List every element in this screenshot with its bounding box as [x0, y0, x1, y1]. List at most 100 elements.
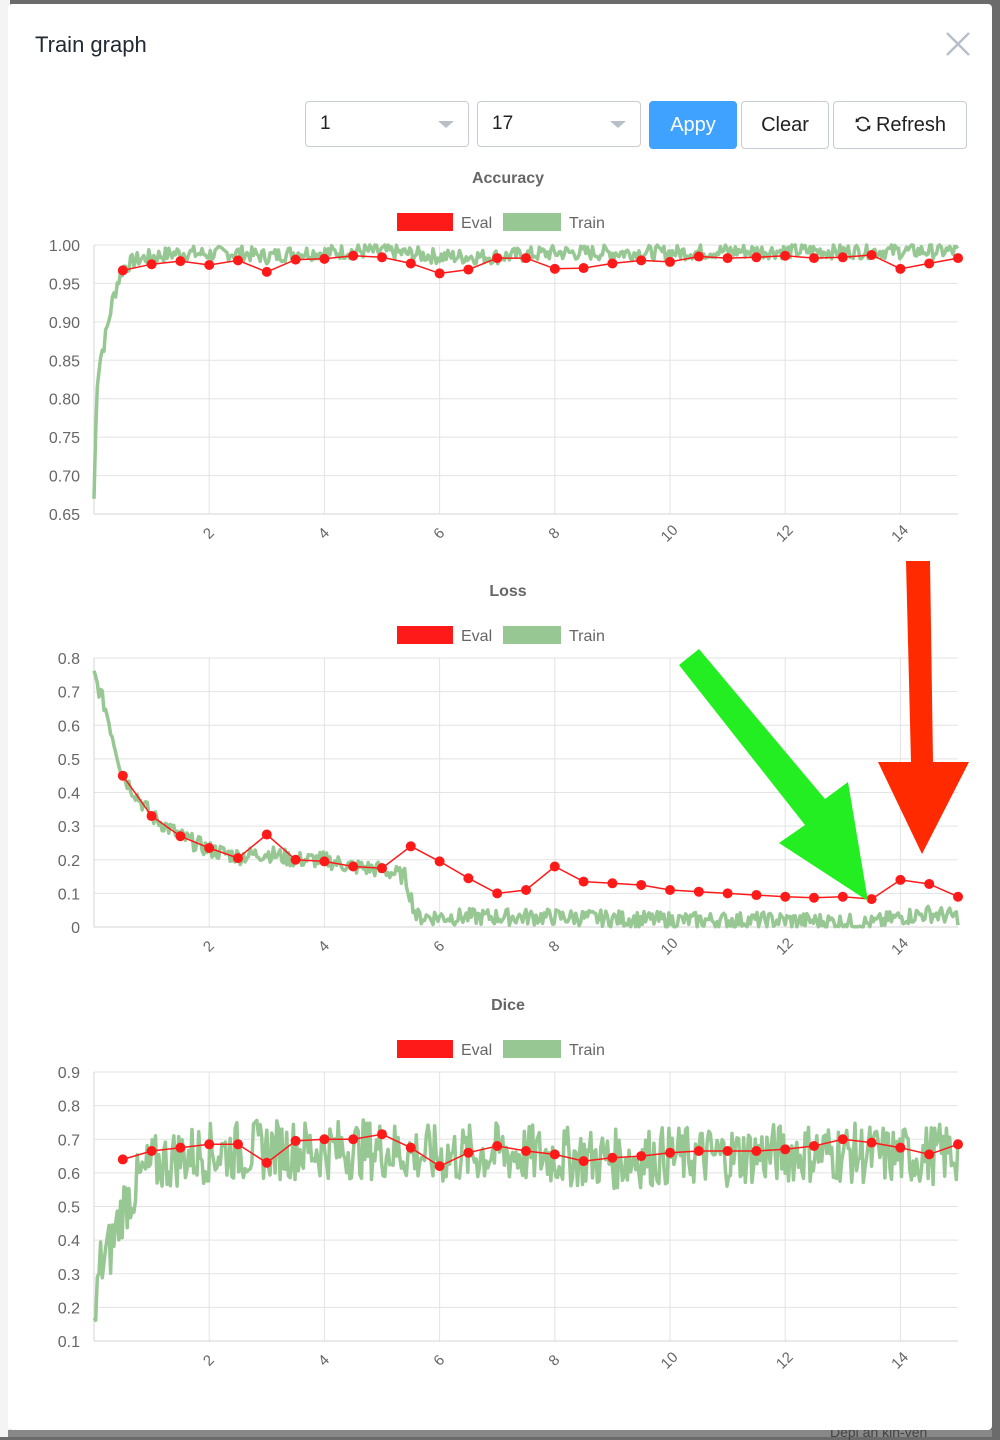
- eval-point: [636, 879, 647, 890]
- eval-point: [780, 250, 791, 261]
- background-page-edge: [0, 0, 10, 1437]
- eval-point: [578, 263, 589, 274]
- eval-point: [693, 251, 704, 262]
- eval-point: [290, 254, 301, 265]
- eval-point: [751, 1146, 762, 1157]
- eval-point: [780, 1144, 791, 1155]
- legend-train-label: Train: [569, 1042, 605, 1059]
- toolbar: 1 17 Appy Clear Refresh: [8, 101, 992, 151]
- apply-button[interactable]: Appy: [649, 101, 737, 149]
- eval-point: [866, 894, 877, 905]
- y-tick-label: 0.70: [49, 469, 80, 486]
- y-tick-label: 0.8: [58, 651, 80, 668]
- clear-button[interactable]: Clear: [741, 101, 829, 149]
- eval-point: [780, 891, 791, 902]
- epoch-from-select[interactable]: 1: [305, 101, 469, 147]
- eval-point: [549, 861, 560, 872]
- eval-point: [117, 1154, 128, 1165]
- eval-point: [578, 876, 589, 887]
- eval-point: [146, 811, 157, 822]
- modal-title: Train graph: [35, 32, 147, 57]
- y-tick-label: 0.8: [58, 1099, 80, 1116]
- close-icon[interactable]: [944, 30, 972, 58]
- background-strip: [8, 1430, 992, 1437]
- eval-point: [434, 268, 445, 279]
- legend-eval-label: Eval: [461, 215, 492, 232]
- eval-point: [693, 886, 704, 897]
- y-tick-label: 0: [71, 920, 80, 937]
- x-tick-label: 14: [888, 935, 912, 959]
- eval-point: [261, 1157, 272, 1168]
- x-tick-label: 14: [888, 1349, 912, 1373]
- train-graph-modal: Train graph 1 17 Appy Clear Refresh Accu…: [8, 4, 992, 1430]
- eval-point: [434, 856, 445, 867]
- eval-point: [866, 1137, 877, 1148]
- legend-eval-swatch: [397, 1040, 453, 1058]
- eval-point: [636, 255, 647, 266]
- eval-point: [233, 255, 243, 266]
- eval-point: [953, 1139, 963, 1150]
- chart-title: Accuracy: [472, 170, 544, 187]
- x-tick-label: 4: [315, 938, 333, 956]
- eval-point: [146, 259, 157, 270]
- eval-point: [146, 1146, 157, 1157]
- eval-point: [953, 891, 963, 902]
- y-tick-label: 0.1: [58, 1334, 80, 1351]
- eval-point: [521, 1146, 531, 1157]
- eval-point: [665, 256, 675, 267]
- eval-point: [722, 888, 733, 899]
- y-tick-label: 0.5: [58, 1200, 80, 1217]
- eval-point: [175, 256, 186, 267]
- eval-point: [405, 258, 416, 269]
- eval-point: [117, 265, 128, 276]
- y-tick-label: 0.95: [49, 276, 80, 293]
- epoch-to-select[interactable]: 17: [477, 101, 641, 147]
- loss-chart: Loss Eval Train 0.8 0.7 0.6 0.5 0.4 0.3 0.2 0.1 0 2 4…: [58, 583, 963, 959]
- eval-point: [924, 878, 935, 889]
- eval-point: [607, 258, 618, 269]
- accuracy-chart: Accuracy Eval Train 1.00 0.95 0.90 0.85 0.80 0.7…: [49, 170, 963, 546]
- eval-point: [607, 878, 618, 889]
- eval-point: [837, 891, 848, 902]
- eval-point: [261, 829, 272, 840]
- eval-point: [117, 770, 128, 781]
- x-tick-label: 12: [773, 522, 797, 546]
- y-tick-label: 0.75: [49, 430, 80, 447]
- eval-point: [492, 253, 503, 264]
- eval-point: [175, 1142, 186, 1153]
- x-tick-label: 10: [658, 522, 682, 546]
- y-tick-label: 0.5: [58, 752, 80, 769]
- x-tick-label: 2: [200, 525, 218, 543]
- eval-point: [319, 1134, 330, 1145]
- x-tick-label: 10: [658, 935, 682, 959]
- eval-point: [924, 1149, 935, 1160]
- x-tick-label: 14: [888, 522, 912, 546]
- eval-point: [233, 1139, 243, 1150]
- y-tick-label: 0.2: [58, 1300, 80, 1317]
- eval-point: [549, 1149, 560, 1160]
- eval-point: [521, 885, 531, 896]
- y-tick-label: 0.3: [58, 819, 80, 836]
- x-tick-label: 6: [430, 938, 448, 956]
- eval-point: [405, 841, 416, 852]
- chart-title: Dice: [491, 997, 525, 1014]
- y-tick-label: 0.1: [58, 886, 80, 903]
- eval-point: [261, 266, 272, 277]
- eval-series-line: [122, 775, 959, 900]
- eval-point: [636, 1151, 647, 1162]
- eval-point: [319, 856, 330, 867]
- eval-point: [348, 1134, 359, 1145]
- eval-point: [549, 263, 560, 274]
- x-tick-label: 6: [430, 525, 448, 543]
- epoch-from-value: 1: [320, 113, 331, 134]
- eval-point: [377, 252, 387, 263]
- y-tick-label: 0.6: [58, 1166, 80, 1183]
- y-tick-label: 0.7: [58, 685, 80, 702]
- eval-point: [751, 890, 762, 901]
- eval-point: [204, 259, 215, 270]
- legend-train-swatch: [503, 213, 561, 231]
- refresh-button[interactable]: Refresh: [833, 101, 967, 149]
- x-tick-label: 8: [545, 525, 563, 543]
- legend-train-swatch: [503, 1040, 561, 1058]
- eval-point: [377, 1129, 387, 1140]
